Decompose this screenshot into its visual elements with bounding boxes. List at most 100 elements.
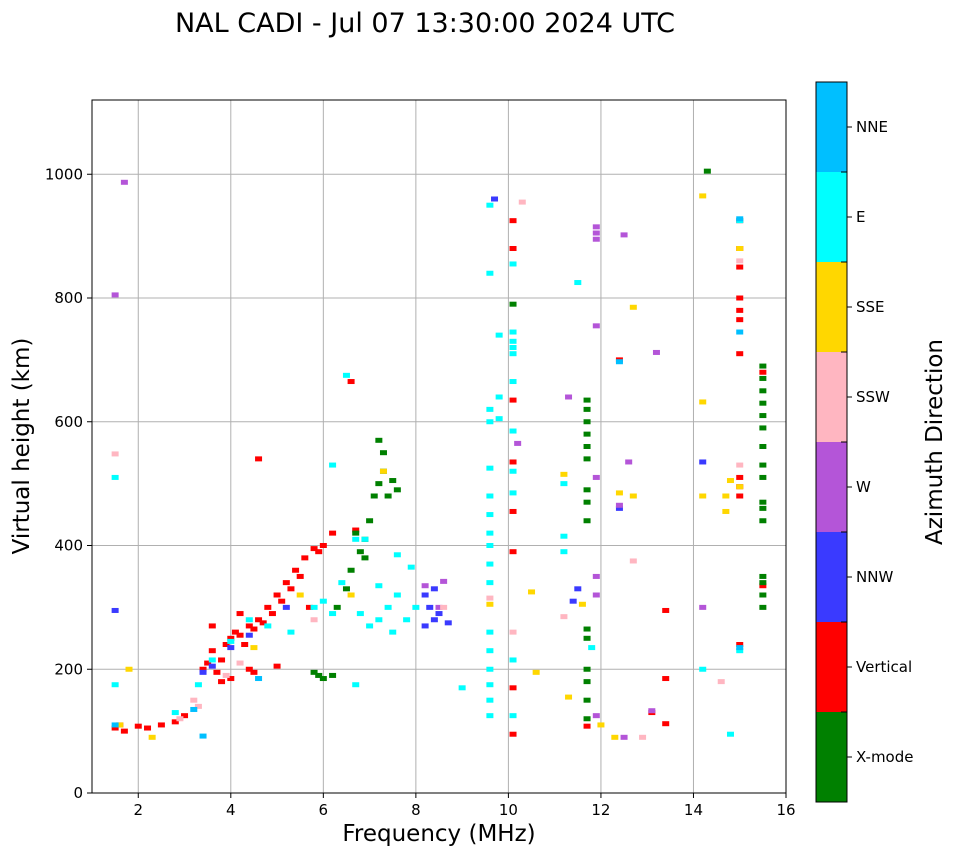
data-point	[278, 598, 286, 604]
x-tick-label: 10	[499, 801, 518, 819]
data-point	[486, 682, 494, 688]
data-point	[509, 685, 517, 691]
data-point	[583, 716, 591, 722]
data-point	[111, 292, 119, 298]
data-point	[329, 530, 337, 536]
data-point	[611, 734, 619, 740]
data-point	[736, 264, 744, 270]
data-point	[736, 462, 744, 468]
data-point	[213, 669, 221, 675]
data-point	[120, 179, 128, 185]
data-point	[379, 450, 387, 456]
data-point	[352, 536, 360, 542]
colorbar-segment	[816, 352, 847, 442]
data-point	[227, 635, 235, 641]
data-point	[486, 530, 494, 536]
data-point	[319, 598, 327, 604]
data-point	[296, 592, 304, 598]
data-point	[560, 471, 568, 477]
data-point	[264, 623, 272, 629]
data-point	[338, 580, 346, 586]
data-point	[736, 484, 744, 490]
data-point	[389, 629, 397, 635]
data-point	[620, 734, 628, 740]
colorbar-tick-label: W	[856, 478, 871, 496]
data-point	[273, 592, 281, 598]
data-point	[430, 586, 438, 592]
data-point	[583, 679, 591, 685]
data-point	[227, 638, 235, 644]
plot-frame	[91, 99, 787, 794]
data-point	[759, 425, 767, 431]
data-point	[393, 592, 401, 598]
data-point	[199, 666, 207, 672]
x-tick-label: 2	[133, 801, 143, 819]
data-point	[148, 734, 156, 740]
data-point	[759, 583, 767, 589]
data-point	[532, 669, 540, 675]
x-tick-label: 16	[776, 801, 795, 819]
data-point	[250, 626, 258, 632]
data-point	[736, 329, 744, 335]
colorbar-tick-label: NNW	[856, 568, 893, 586]
data-point	[111, 722, 119, 728]
data-point	[509, 261, 517, 267]
data-point	[356, 549, 364, 555]
data-point	[736, 317, 744, 323]
data-point	[194, 703, 202, 709]
data-point	[329, 462, 337, 468]
data-point	[379, 468, 387, 474]
series-sse	[116, 193, 744, 740]
data-point	[583, 723, 591, 729]
data-point	[648, 708, 656, 714]
data-point	[736, 295, 744, 301]
data-point	[583, 626, 591, 632]
data-point	[759, 580, 767, 586]
data-point	[560, 481, 568, 487]
data-point	[615, 505, 623, 511]
data-point	[565, 694, 573, 700]
data-point	[361, 536, 369, 542]
data-point	[287, 629, 295, 635]
data-point	[375, 437, 383, 443]
y-tick-label: 600	[54, 413, 83, 431]
data-point	[583, 456, 591, 462]
data-point	[144, 725, 152, 731]
data-point	[736, 246, 744, 251]
data-point	[583, 487, 591, 493]
data-point	[759, 573, 767, 579]
data-point	[486, 406, 494, 412]
data-point	[495, 416, 503, 422]
data-point	[421, 623, 429, 629]
data-point	[759, 400, 767, 406]
data-point	[333, 604, 341, 610]
data-point	[393, 487, 401, 493]
data-point	[315, 672, 323, 678]
data-point	[509, 713, 517, 719]
data-point	[440, 578, 448, 584]
data-point	[301, 555, 309, 561]
series-x-mode	[310, 168, 767, 722]
data-point	[245, 623, 253, 629]
colorbar: X-mode Vertical NNW W SSW SSE E NNE	[815, 81, 913, 803]
data-point	[583, 431, 591, 437]
data-point	[759, 474, 767, 480]
data-point	[384, 604, 392, 610]
data-point	[662, 607, 670, 613]
data-point	[236, 660, 244, 666]
data-point	[736, 258, 744, 264]
data-point	[458, 685, 466, 691]
data-point	[486, 580, 494, 586]
data-point	[583, 697, 591, 703]
data-point	[736, 493, 744, 499]
data-point	[491, 196, 499, 202]
data-point	[319, 676, 327, 682]
data-point	[342, 372, 350, 378]
data-point	[375, 583, 383, 589]
data-point	[222, 642, 230, 647]
data-point	[583, 499, 591, 505]
data-point	[509, 468, 517, 474]
data-point	[759, 444, 767, 449]
data-point	[629, 558, 637, 564]
data-point	[509, 218, 517, 224]
